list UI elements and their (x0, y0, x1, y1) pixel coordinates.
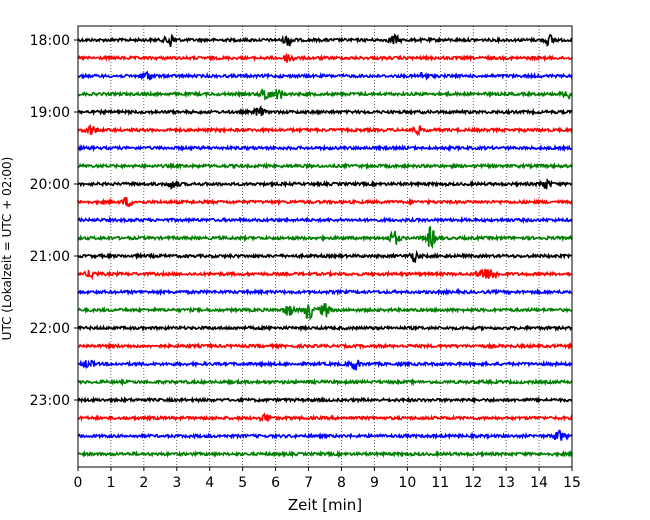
x-tick-label: 0 (74, 475, 83, 491)
x-tick-label: 8 (337, 475, 346, 491)
x-axis-label: Zeit [min] (288, 496, 362, 514)
trace-2115 (77, 268, 573, 281)
y-tick-label: 20:00 (30, 177, 70, 193)
trace-1930 (77, 143, 573, 153)
trace-layer (77, 33, 573, 459)
trace-1845 (77, 87, 573, 101)
x-tick-label: 15 (563, 475, 581, 491)
y-tick-label: 22:00 (30, 321, 70, 337)
y-axis-ticks: 18:00 19:00 20:00 21:00 22:00 23:00 (30, 33, 78, 409)
x-tick-label: 1 (106, 475, 115, 491)
x-tick-label: 2 (139, 475, 148, 491)
trace-2330 (77, 429, 573, 441)
trace-1830 (77, 70, 573, 81)
trace-2345 (77, 449, 573, 459)
x-tick-label: 5 (238, 475, 247, 491)
x-tick-label: 3 (172, 475, 181, 491)
x-tick-label: 12 (464, 475, 482, 491)
x-tick-label: 11 (431, 475, 449, 491)
x-tick-label: 9 (370, 475, 379, 491)
y-axis-label: UTC (Lokalzeit = UTC + 02:00) (0, 157, 14, 341)
trace-1915 (77, 124, 573, 137)
trace-1945 (77, 161, 573, 171)
trace-2230 (77, 359, 573, 371)
trace-2045 (77, 225, 573, 249)
x-tick-label: 10 (398, 475, 416, 491)
trace-2145 (77, 303, 573, 322)
x-tick-label: 4 (205, 475, 214, 491)
y-tick-label: 18:00 (30, 33, 70, 49)
trace-2245 (77, 377, 573, 387)
axes-frame (77, 25, 573, 468)
trace-1815 (77, 52, 573, 63)
trace-2015 (77, 196, 573, 208)
x-axis-ticks: 0 1 2 3 4 5 6 7 8 9 10 11 12 13 14 15 (74, 467, 581, 491)
x-tick-label: 13 (497, 475, 515, 491)
y-tick-label: 23:00 (30, 393, 70, 409)
x-tick-label: 6 (271, 475, 280, 491)
trace-2000 (77, 177, 573, 190)
trace-2200 (77, 324, 573, 333)
y-tick-label: 21:00 (30, 249, 70, 265)
trace-2100 (77, 249, 573, 264)
trace-1800 (77, 33, 573, 47)
trace-2300 (77, 395, 573, 405)
trace-2215 (77, 341, 573, 351)
x-tick-label: 14 (530, 475, 548, 491)
y-tick-label: 19:00 (30, 105, 70, 121)
trace-1900 (77, 105, 573, 117)
trace-2130 (77, 287, 573, 297)
trace-2030 (77, 215, 573, 224)
x-tick-label: 7 (304, 475, 313, 491)
trace-2315 (77, 412, 573, 423)
